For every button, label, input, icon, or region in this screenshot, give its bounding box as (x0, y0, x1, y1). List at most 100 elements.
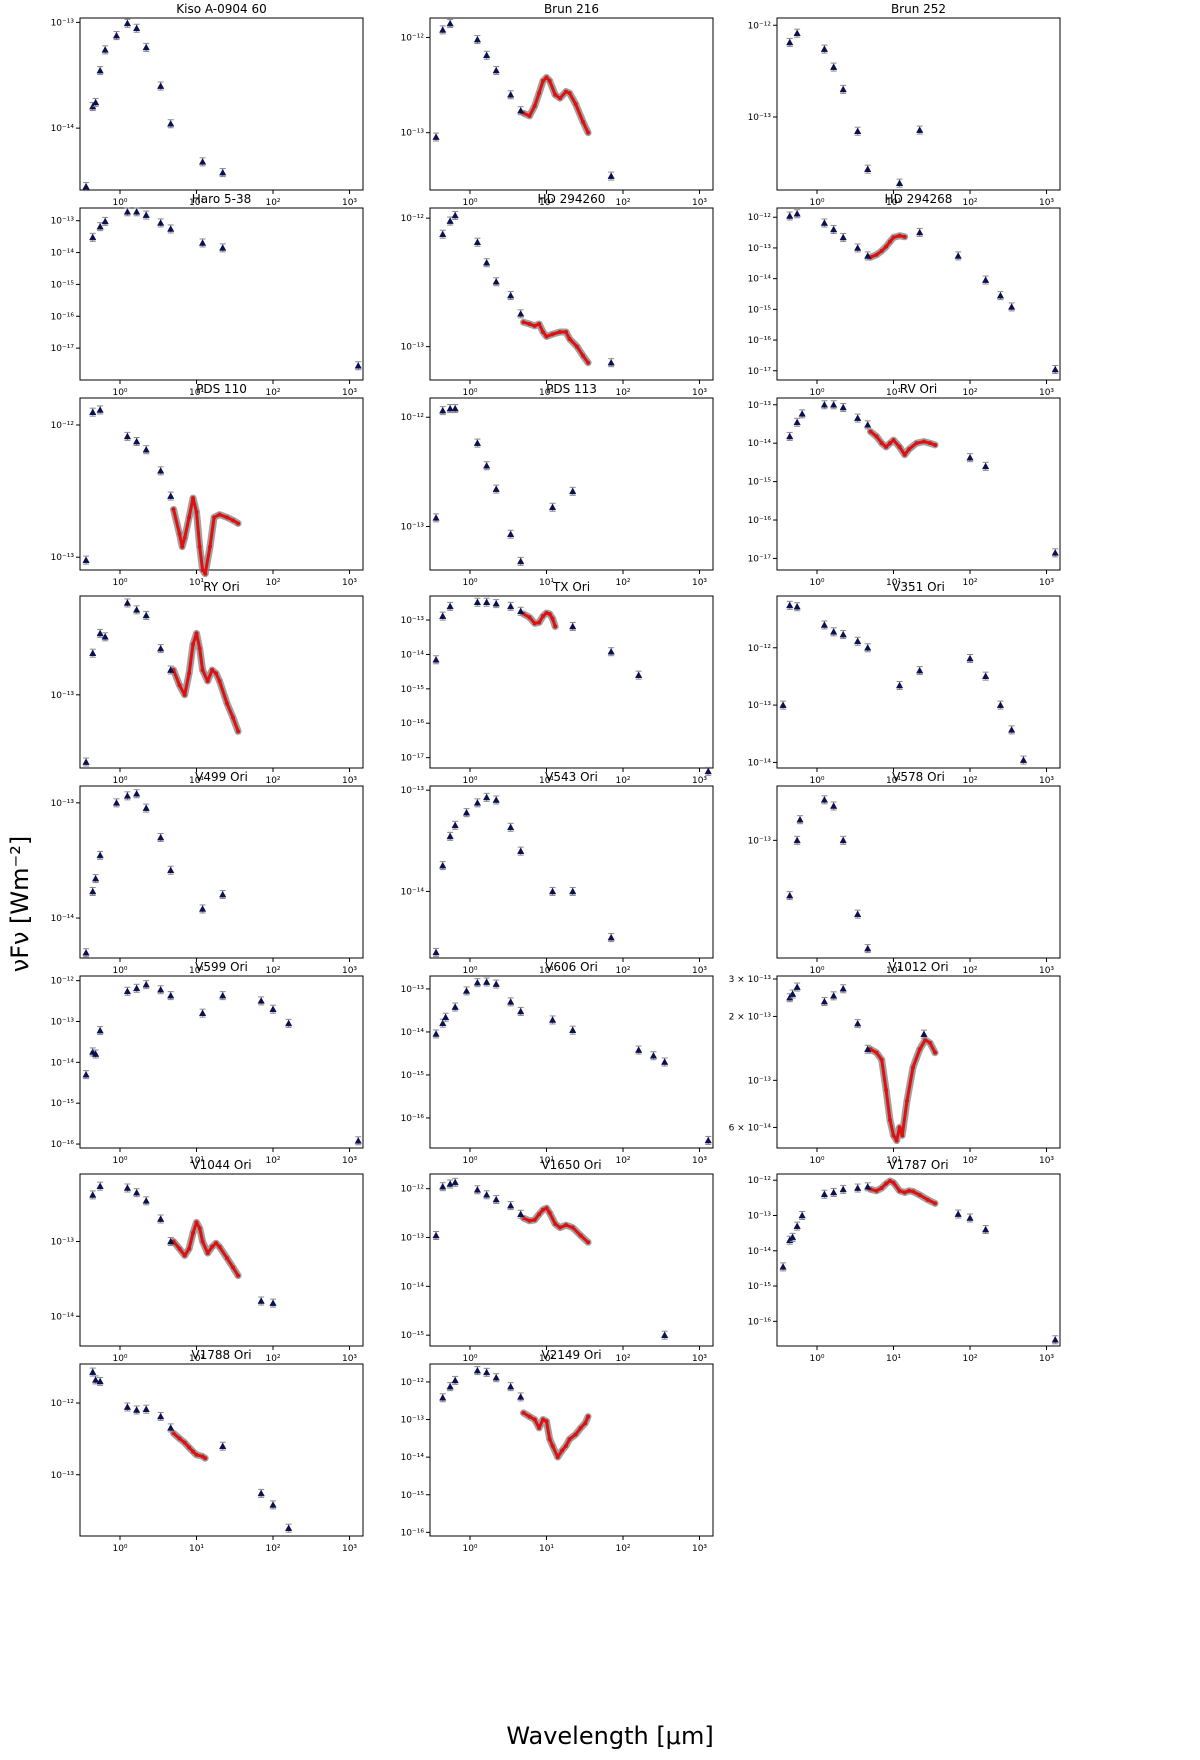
panel-title: Brun 216 (544, 2, 599, 16)
x-tick-label: 10³ (692, 966, 707, 976)
spectrum-point (917, 1047, 922, 1052)
spectrum-point (583, 1421, 588, 1426)
data-point (89, 408, 97, 415)
spectrum-point (537, 1212, 542, 1217)
data-point (123, 1403, 132, 1410)
data-point (473, 799, 482, 806)
data-point (439, 406, 447, 414)
y-tick-label: 10⁻¹³ (401, 985, 425, 995)
spectrum-point (527, 322, 532, 327)
y-tick-label: 10⁻¹² (401, 33, 425, 43)
plot-frame (79, 595, 364, 769)
sed-panel: V351 Ori 10⁰ 10¹ 10² 10³ 10⁻¹⁴ 10⁻¹³ 10⁻¹² (748, 580, 1061, 786)
sed-panel: V1788 Ori 10⁰ 10¹ 10² 10³ 10⁻¹³ 10⁻¹² (51, 1348, 364, 1554)
spectrum-point (874, 434, 879, 439)
y-tick-label: 10⁻¹⁴ (51, 914, 75, 924)
y-tick-label: 10⁻¹⁵ (51, 1099, 75, 1109)
x-tick-label: 10¹ (886, 578, 901, 588)
data-point (607, 648, 615, 655)
x-tick-label: 10³ (342, 776, 357, 786)
x-tick-label: 10¹ (886, 966, 901, 976)
y-tick-label: 10⁻¹² (51, 977, 75, 987)
plot-frame (429, 785, 714, 959)
data-point (839, 985, 847, 992)
data-point (451, 211, 459, 219)
data-point (830, 401, 838, 408)
y-tick-label: 10⁻¹³ (51, 217, 75, 227)
x-tick-label: 10⁰ (112, 198, 127, 208)
y-tick-label: 10⁻¹⁴ (401, 1028, 425, 1038)
data-point (507, 998, 515, 1005)
data-point (839, 630, 847, 638)
data-point (788, 1233, 797, 1241)
x-tick-label: 10³ (692, 578, 707, 588)
x-tick-label: 10³ (692, 1354, 707, 1364)
y-tick-label: 10⁻¹² (51, 1399, 75, 1409)
data-point (854, 127, 862, 135)
data-point (786, 891, 794, 899)
x-tick-label: 10⁰ (809, 578, 824, 588)
x-tick-label: 10³ (342, 1544, 357, 1554)
data-point (839, 233, 847, 241)
x-tick-label: 10² (615, 776, 630, 786)
sed-panel: PDS 110 10⁰ 10¹ 10² 10³ 10⁻¹³ 10⁻¹² (51, 382, 364, 588)
data-point (483, 51, 491, 59)
data-point (786, 212, 794, 219)
y-tick-label: 10⁻¹³ (748, 244, 772, 254)
data-point (112, 31, 121, 39)
x-tick-label: 10¹ (189, 776, 204, 786)
data-point (257, 1297, 265, 1304)
spectrum-point (527, 1414, 532, 1419)
spectrum-point (177, 1436, 182, 1441)
data-point (123, 987, 132, 995)
data-point (198, 1009, 207, 1016)
data-point (96, 851, 104, 859)
y-tick-label: 10⁻¹³ (51, 1471, 75, 1481)
data-point (91, 1376, 100, 1383)
data-point (219, 168, 227, 176)
x-tick-label: 10³ (1039, 776, 1054, 786)
spectrum-point (907, 447, 912, 452)
panel-title: V1650 Ori (541, 1158, 601, 1172)
plot-frame (429, 595, 714, 769)
data-point (661, 1058, 669, 1065)
data-point (82, 556, 90, 563)
x-tick-label: 10⁰ (462, 776, 477, 786)
data-point (798, 410, 806, 417)
sed-panel: V1787 Ori 10⁰ 10¹ 10² 10³ 10⁻¹⁶ 10⁻¹⁵ 10⁻¹⁴ 10⁻¹… (748, 1158, 1061, 1364)
plot-frame (776, 1173, 1061, 1347)
data-point (96, 66, 104, 74)
spectrum-point (187, 671, 192, 676)
spectrum-point (933, 1201, 938, 1206)
panel-title: V499 Ori (195, 770, 248, 784)
spectrum-point (888, 239, 893, 244)
y-tick-label: 10⁻¹⁴ (748, 439, 772, 449)
spectrum-point (902, 234, 907, 239)
data-point (157, 833, 165, 841)
panel-title: RY Ori (203, 580, 239, 594)
spectrum-point (555, 1455, 560, 1460)
panel-title: RV Ori (900, 382, 937, 396)
spectrum-error-band (170, 629, 242, 735)
panel-title: V351 Ori (892, 580, 945, 594)
spectrum-point (224, 1256, 229, 1261)
data-point (257, 1489, 265, 1497)
panel-title: V578 Ori (892, 770, 945, 784)
data-point (786, 993, 794, 1001)
y-tick-label: 10⁻¹³ (748, 1211, 772, 1221)
data-point (269, 1501, 277, 1508)
spectrum-point (578, 1233, 583, 1238)
spectrum-point (897, 233, 902, 238)
y-tick-label: 10⁻¹⁶ (401, 719, 425, 729)
data-point (123, 599, 132, 606)
spectrum-point (180, 544, 185, 549)
data-point (432, 133, 440, 140)
spectrum-point (891, 235, 896, 240)
data-point (830, 225, 838, 233)
x-tick-label: 10³ (1039, 1354, 1054, 1364)
data-point (569, 487, 577, 495)
y-tick-label: 10⁻¹³ (51, 1238, 75, 1248)
data-point (133, 984, 141, 992)
data-point (1008, 726, 1016, 733)
sed-panel: PDS 113 10⁰ 10¹ 10² 10³ 10⁻¹³ 10⁻¹² (401, 382, 714, 588)
